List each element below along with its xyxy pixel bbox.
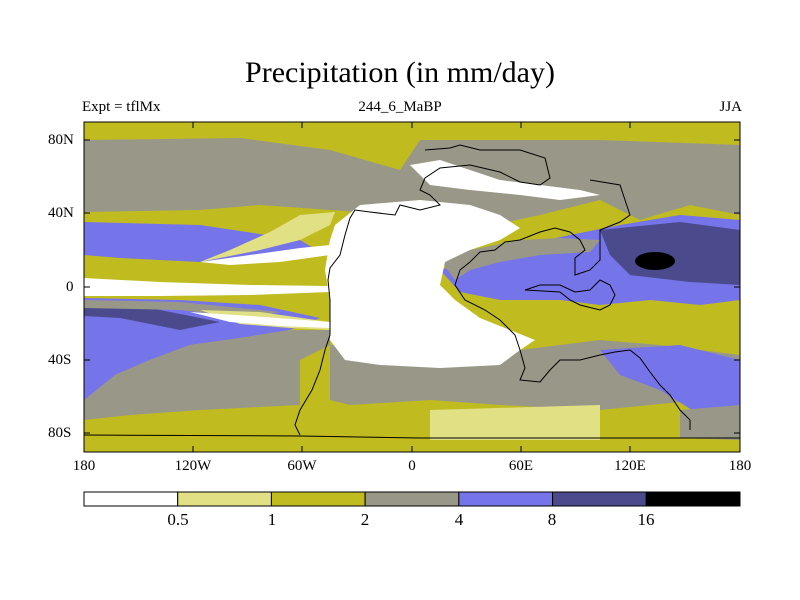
experiment-label: Expt = tflMx — [82, 99, 161, 115]
colorbar-label: 16 — [637, 510, 655, 529]
coastline — [83, 144, 740, 439]
lat-tick-label: 80N — [48, 132, 74, 148]
colorbar-label: 4 — [454, 510, 464, 529]
field-white-south-tongue — [190, 312, 330, 328]
field-pangea-white — [325, 200, 535, 368]
lat-tick-label: 80S — [48, 425, 72, 441]
lon-tick-label: 60E — [508, 458, 534, 474]
field-white-north-tongue — [200, 245, 330, 265]
lat-tick-label: 0 — [66, 279, 74, 295]
colorbar — [83, 491, 741, 507]
field-npac-blue — [84, 222, 320, 262]
field-gray-arc — [440, 238, 600, 280]
field-far-south-gray — [680, 405, 740, 440]
colorbar-label: 0.5 — [167, 510, 189, 529]
colorbar-swatch — [458, 491, 554, 507]
season-label: JJA — [719, 99, 742, 115]
field-max-black — [635, 252, 675, 270]
plot-title: Precipitation (in mm/day) — [245, 56, 555, 89]
field-tethys-navy — [600, 222, 740, 285]
field-south-blue-east — [600, 345, 740, 415]
lon-tick-label: 120E — [614, 458, 646, 474]
lat-tick-label: 40N — [48, 205, 74, 221]
lat-tick-label: 40S — [48, 352, 72, 368]
field-north-gray — [84, 138, 740, 230]
colorbar-swatch — [364, 491, 460, 507]
field-spac-navy — [84, 302, 220, 330]
colorbar-swatch — [177, 491, 272, 507]
time-label: 244_6_MaBP — [358, 99, 442, 115]
lon-tick-label: 0 — [408, 458, 416, 474]
lon-tick-label: 180 — [728, 458, 752, 474]
field-north-white — [410, 160, 600, 200]
colorbar-swatch — [83, 491, 179, 507]
colorbar-label: 2 — [360, 510, 370, 529]
colorbar-label: 8 — [547, 510, 557, 529]
colorbar-swatch — [270, 491, 366, 507]
lon-tick-label: 120W — [174, 458, 212, 474]
lon-tick-label: 60W — [287, 458, 317, 474]
axis-ticks — [83, 122, 741, 452]
field-far-south-lightyellow — [430, 405, 600, 440]
lon-tick-label: 180 — [72, 458, 96, 474]
colorbar-swatch — [552, 491, 647, 507]
field-south-gray — [84, 330, 330, 420]
colorbar-swatch — [645, 491, 741, 507]
field-eq-white — [84, 278, 330, 296]
field-halo-north — [200, 212, 335, 262]
colorbar-label: 1 — [267, 510, 277, 529]
